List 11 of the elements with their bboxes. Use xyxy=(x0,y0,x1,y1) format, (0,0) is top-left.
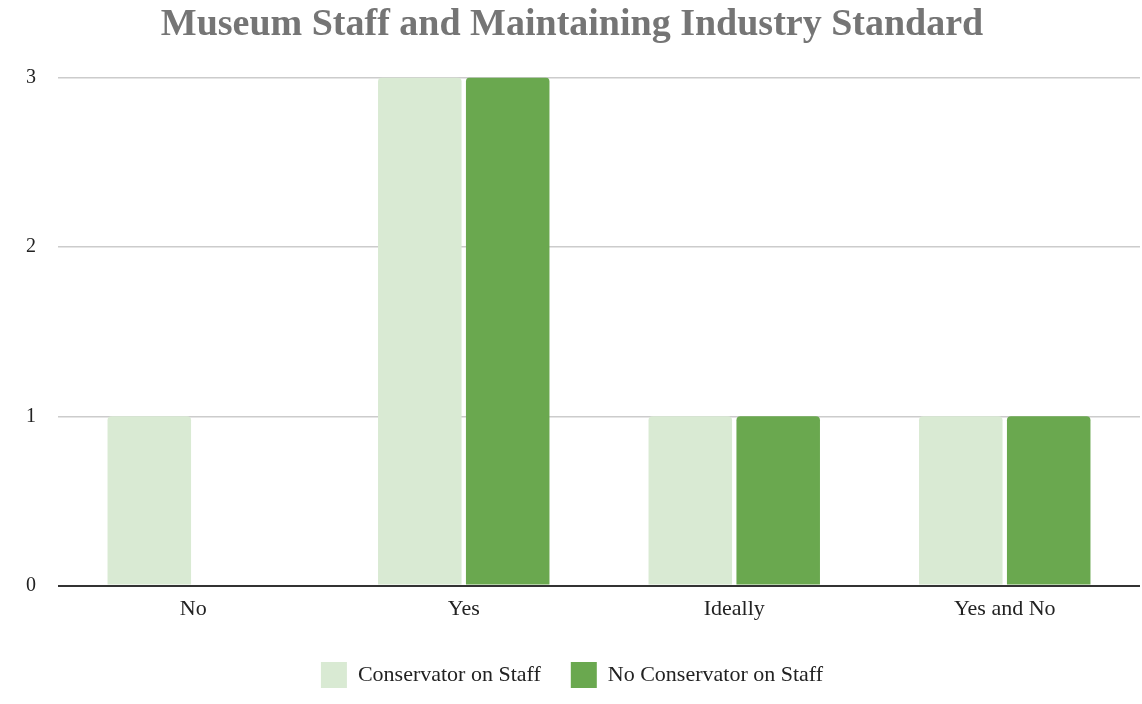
legend-label: Conservator on Staff xyxy=(357,660,542,686)
chart-title: Museum Staff and Maintaining Industry Standard xyxy=(160,0,984,43)
y-tick-label: 2 xyxy=(26,234,36,257)
y-tick-label: 3 xyxy=(26,64,36,87)
x-tick-label: Yes xyxy=(447,594,480,620)
x-tick-label: Yes and No xyxy=(953,594,1056,620)
y-tick-label: 1 xyxy=(26,403,36,426)
legend-label: No Conservator on Staff xyxy=(607,660,824,686)
y-tick-label: 0 xyxy=(26,572,36,595)
x-tick-label: Ideally xyxy=(703,594,765,620)
x-tick-label: No xyxy=(179,594,207,620)
